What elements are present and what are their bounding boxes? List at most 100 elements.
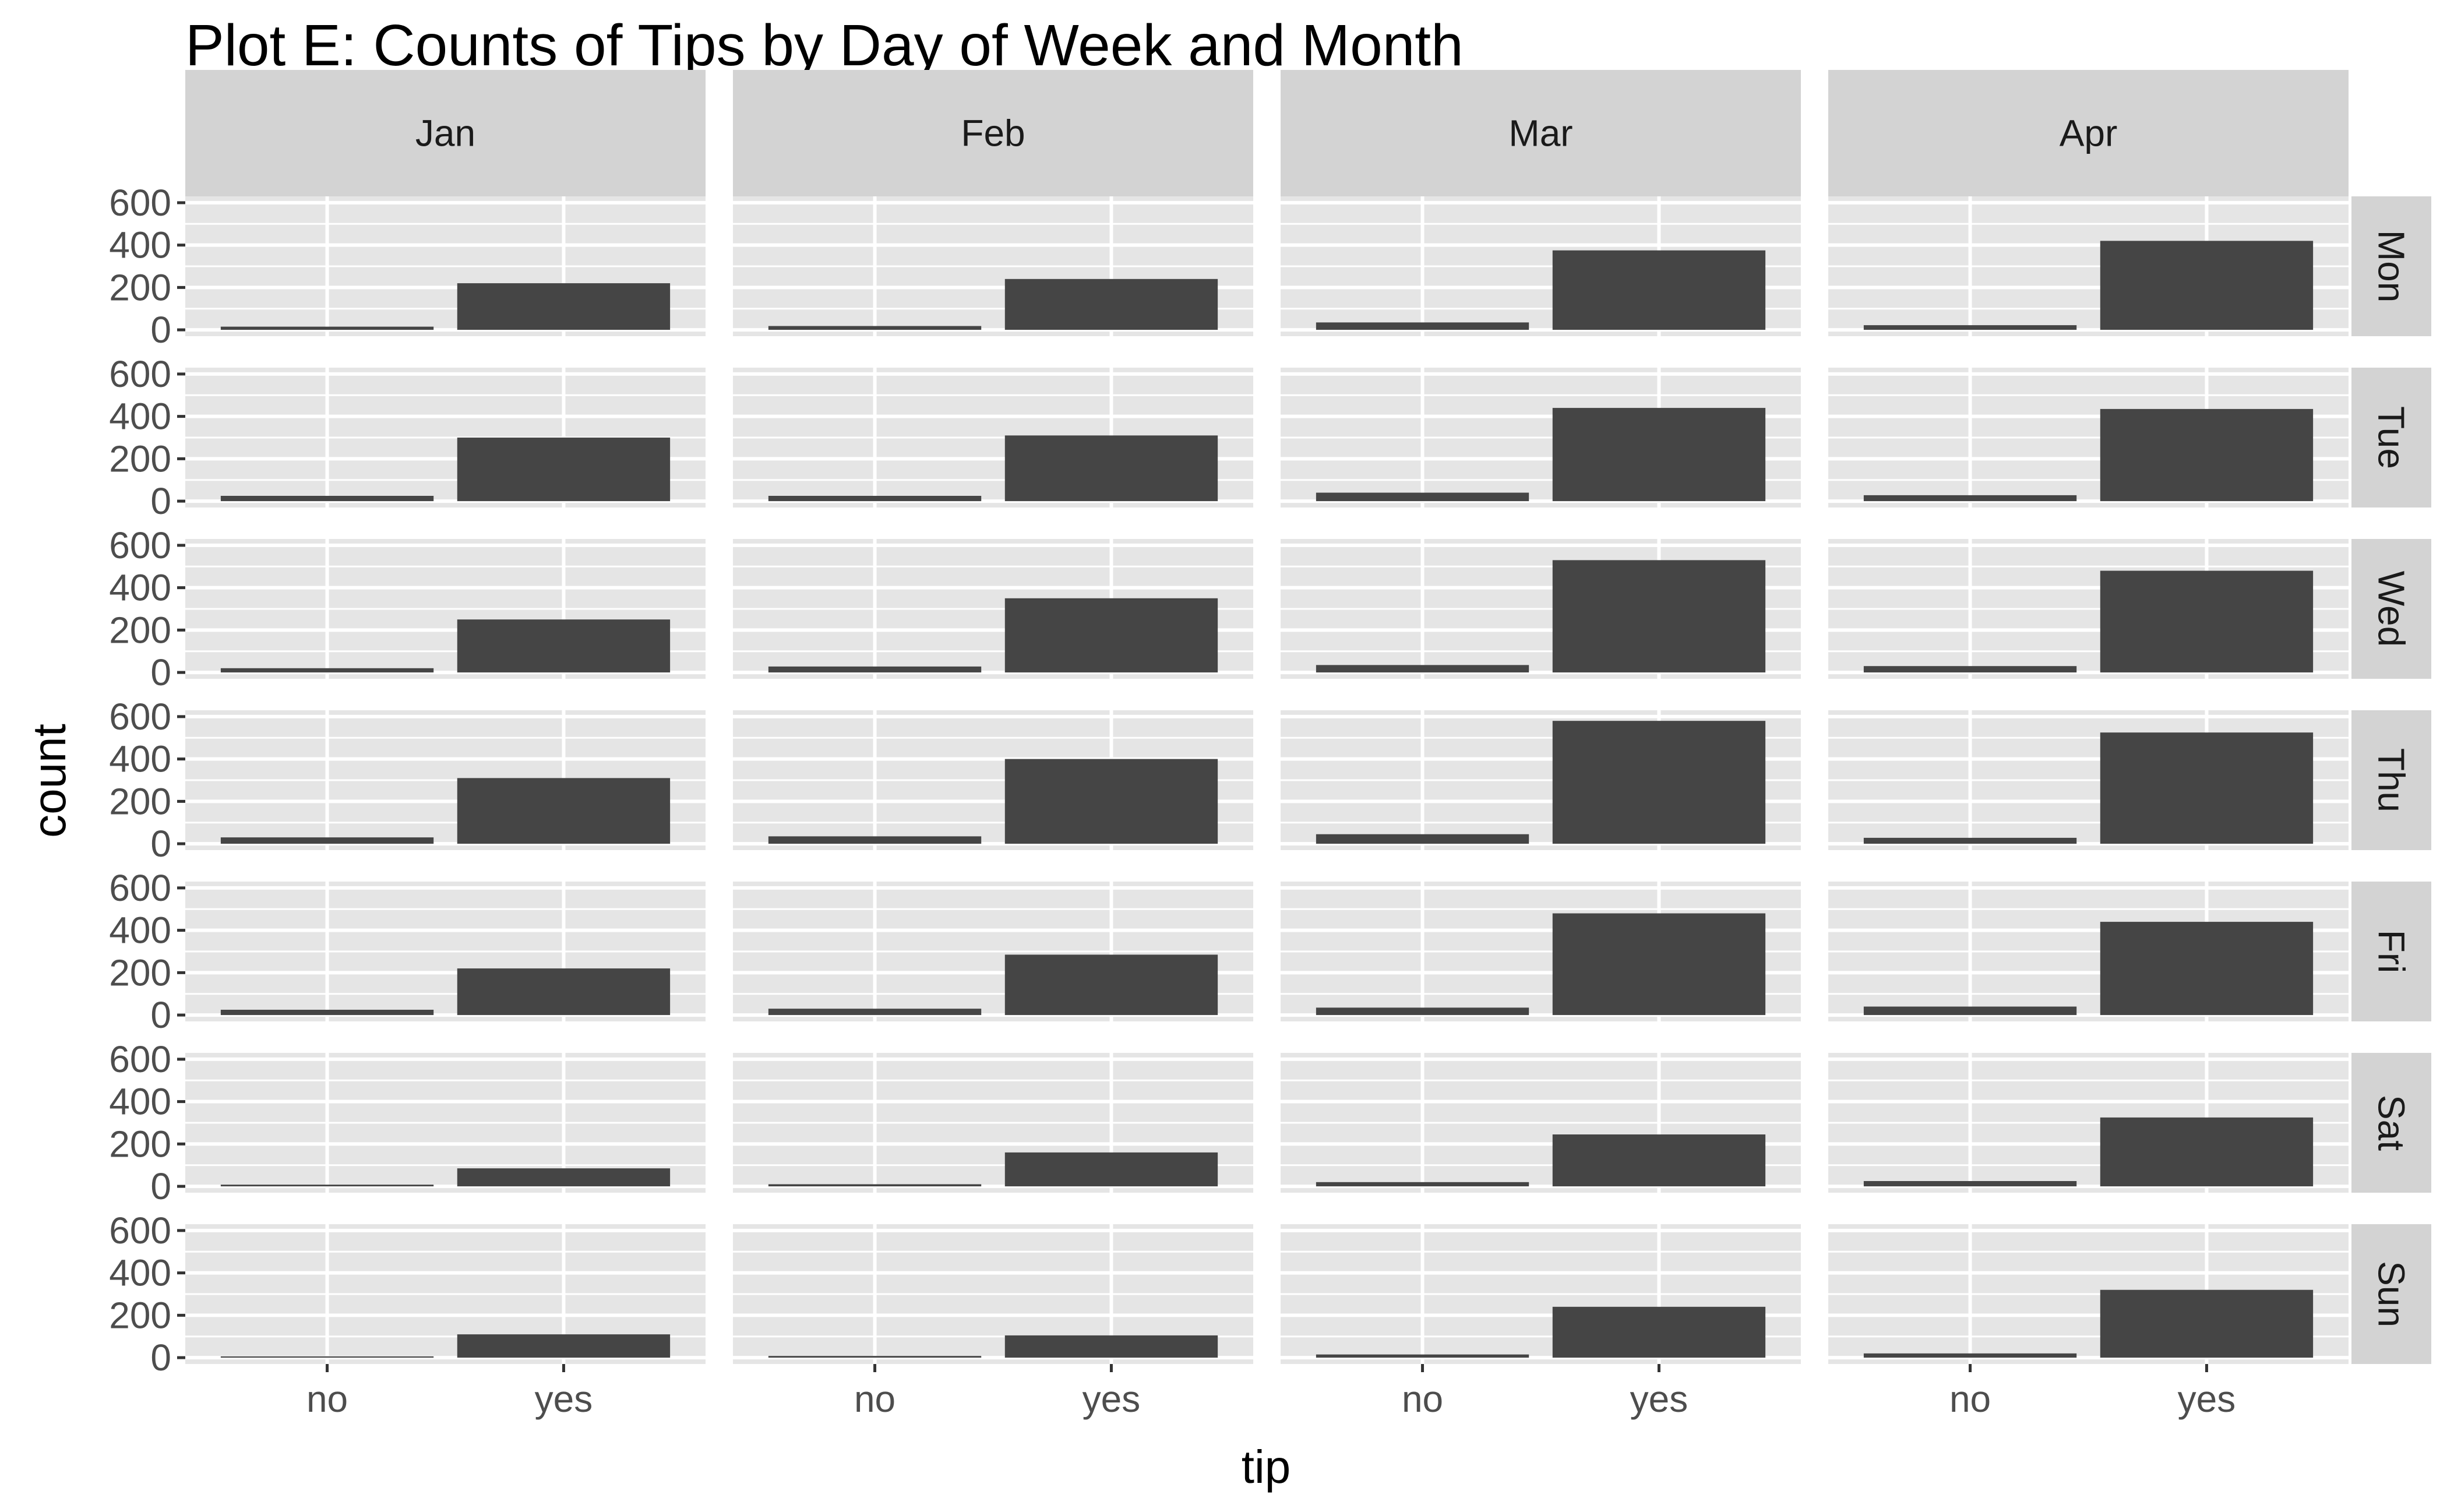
y-tick-label: 200 [109,780,171,822]
y-tick-label: 600 [109,1210,171,1252]
bar-thu-apr-yes [2100,732,2314,844]
bar-thu-mar-yes [1552,721,1766,844]
strip-label-mon: Mon [2371,230,2413,303]
bar-fri-feb-yes [1004,954,1218,1016]
y-tick-label: 0 [150,309,171,351]
bar-sun-jan-yes [457,1334,671,1358]
y-tick-label: 0 [150,823,171,865]
bar-mon-jan-yes [457,283,671,330]
bar-tue-jan-no [220,496,434,502]
strip-label-mar: Mar [1508,112,1572,154]
bar-mon-apr-no [1863,325,2077,330]
bar-sun-mar-yes [1552,1306,1766,1358]
strip-label-tue: Tue [2371,406,2413,469]
bar-mon-mar-yes [1552,250,1766,330]
x-tick-label-yes: yes [2178,1378,2236,1420]
x-tick-label-yes: yes [1083,1378,1141,1420]
bar-wed-feb-no [768,666,982,673]
y-tick-label: 600 [109,696,171,738]
x-tick-label-no: no [854,1378,895,1420]
strip-mon [2351,196,2431,336]
bar-thu-jan-no [220,837,434,844]
strip-sun [2351,1224,2431,1364]
bar-sun-feb-yes [1004,1335,1218,1358]
chart-title: Plot E: Counts of Tips by Day of Week an… [185,13,1464,78]
strip-label-wed: Wed [2371,571,2413,647]
x-tick-label-yes: yes [1630,1378,1688,1420]
bar-tue-jan-yes [457,438,671,502]
bar-tue-apr-no [1863,495,2077,502]
bar-fri-jan-no [220,1010,434,1016]
y-tick-label: 600 [109,182,171,224]
y-tick-label: 200 [109,609,171,651]
y-tick-label: 200 [109,1123,171,1165]
y-tick-label: 0 [150,994,171,1036]
bar-sat-mar-no [1316,1182,1529,1187]
bar-mon-jan-no [220,326,434,330]
bar-fri-mar-yes [1552,913,1766,1016]
x-tick-label-no: no [1402,1378,1443,1420]
bar-tue-mar-no [1316,492,1529,502]
bar-thu-mar-no [1316,834,1529,844]
bar-sun-apr-no [1863,1353,2077,1358]
y-tick-label: 200 [109,951,171,993]
y-tick-label: 600 [109,524,171,566]
y-tick-label: 400 [109,224,171,266]
bar-thu-apr-no [1863,837,2077,844]
bar-fri-feb-no [768,1009,982,1016]
strip-wed [2351,539,2431,679]
strip-tue [2351,368,2431,507]
strip-label-thu: Thu [2371,748,2413,812]
x-axis-title: tip [1242,1441,1291,1493]
bar-wed-apr-yes [2100,570,2314,673]
strip-sat [2351,1053,2431,1193]
bar-fri-mar-no [1316,1007,1529,1016]
strip-label-sat: Sat [2371,1095,2413,1151]
bar-tue-mar-yes [1552,408,1766,502]
bar-sun-mar-no [1316,1354,1529,1358]
x-tick-label-no: no [306,1378,348,1420]
y-tick-label: 400 [109,910,171,951]
bar-fri-apr-no [1863,1006,2077,1016]
bar-wed-mar-no [1316,665,1529,673]
bar-tue-apr-yes [2100,408,2314,502]
facet-panels: Jan Feb Mar AprMon0200400600Tue0200400600We… [109,70,2431,1420]
y-tick-label: 600 [109,867,171,909]
strip-jan [185,70,706,196]
bar-sat-jan-no [220,1185,434,1187]
bar-tue-feb-no [768,496,982,502]
bar-wed-apr-no [1863,666,2077,673]
strip-fri [2351,882,2431,1021]
bar-mon-feb-no [768,326,982,330]
bar-sun-jan-no [220,1356,434,1358]
strip-label-feb: Feb [961,112,1025,154]
bar-sat-feb-no [768,1184,982,1187]
bar-wed-feb-yes [1004,598,1218,673]
y-tick-label: 0 [150,651,171,693]
bar-wed-jan-yes [457,619,671,673]
bar-wed-mar-yes [1552,560,1766,673]
bar-sat-apr-yes [2100,1117,2314,1187]
y-axis-title: count [23,724,75,838]
strip-label-fri: Fri [2371,930,2413,974]
bar-thu-feb-no [768,836,982,844]
strip-label-sun: Sun [2371,1261,2413,1327]
y-tick-label: 400 [109,1081,171,1123]
bar-sat-feb-yes [1004,1152,1218,1187]
y-tick-label: 600 [109,1038,171,1080]
bar-thu-feb-yes [1004,759,1218,844]
bar-mon-apr-yes [2100,241,2314,330]
y-tick-label: 0 [150,1337,171,1379]
y-tick-label: 200 [109,1294,171,1336]
bar-sun-feb-no [768,1356,982,1358]
y-tick-label: 200 [109,266,171,308]
y-tick-label: 200 [109,438,171,480]
strip-thu [2351,710,2431,850]
bar-thu-jan-yes [457,778,671,844]
y-tick-label: 400 [109,567,171,609]
bar-mon-feb-yes [1004,279,1218,330]
bar-sat-jan-yes [457,1168,671,1187]
x-tick-label-no: no [1949,1378,1991,1420]
strip-label-apr: Apr [2060,112,2118,154]
